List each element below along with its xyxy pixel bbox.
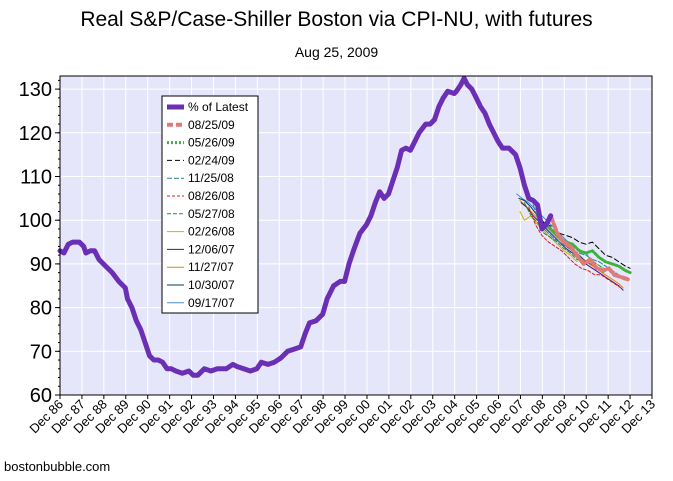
plot-frame bbox=[59, 75, 653, 396]
chart-subtitle: Aug 25, 2009 bbox=[294, 44, 379, 60]
legend-label: 12/06/07 bbox=[188, 242, 235, 256]
y-tick-label: 110 bbox=[20, 167, 52, 189]
legend-label: 05/26/09 bbox=[188, 136, 235, 150]
site-credit: bostonbubble.com bbox=[4, 459, 111, 474]
legend-label: 09/17/07 bbox=[188, 296, 235, 310]
series-line bbox=[57, 75, 554, 378]
legend-box bbox=[161, 95, 259, 314]
chart-title: Real S&P/Case-Shiller Boston via CPI-NU,… bbox=[80, 8, 593, 31]
y-tick-label: 100 bbox=[19, 210, 52, 232]
y-tick-label: 60 bbox=[30, 385, 52, 407]
legend-label: 08/25/09 bbox=[188, 118, 235, 132]
legend-label: 05/27/08 bbox=[188, 207, 235, 221]
y-tick-label: 90 bbox=[30, 254, 52, 276]
legend-label: 02/24/09 bbox=[188, 153, 235, 167]
legend-label: % of Latest bbox=[188, 100, 249, 114]
legend-label: 02/26/08 bbox=[188, 225, 235, 239]
y-tick-label: 70 bbox=[30, 341, 52, 363]
series-line bbox=[519, 211, 578, 263]
y-tick-label: 80 bbox=[30, 298, 52, 320]
y-tick-label: 120 bbox=[19, 123, 52, 145]
legend-label: 08/26/08 bbox=[188, 189, 235, 203]
series-line bbox=[528, 206, 622, 289]
legend-label: 11/25/08 bbox=[188, 171, 234, 185]
y-tick-label: 130 bbox=[19, 79, 52, 101]
series-line bbox=[548, 213, 633, 283]
legend-label: 10/30/07 bbox=[188, 278, 235, 292]
legend-label: 11/27/07 bbox=[188, 260, 234, 274]
series-line bbox=[520, 202, 624, 291]
